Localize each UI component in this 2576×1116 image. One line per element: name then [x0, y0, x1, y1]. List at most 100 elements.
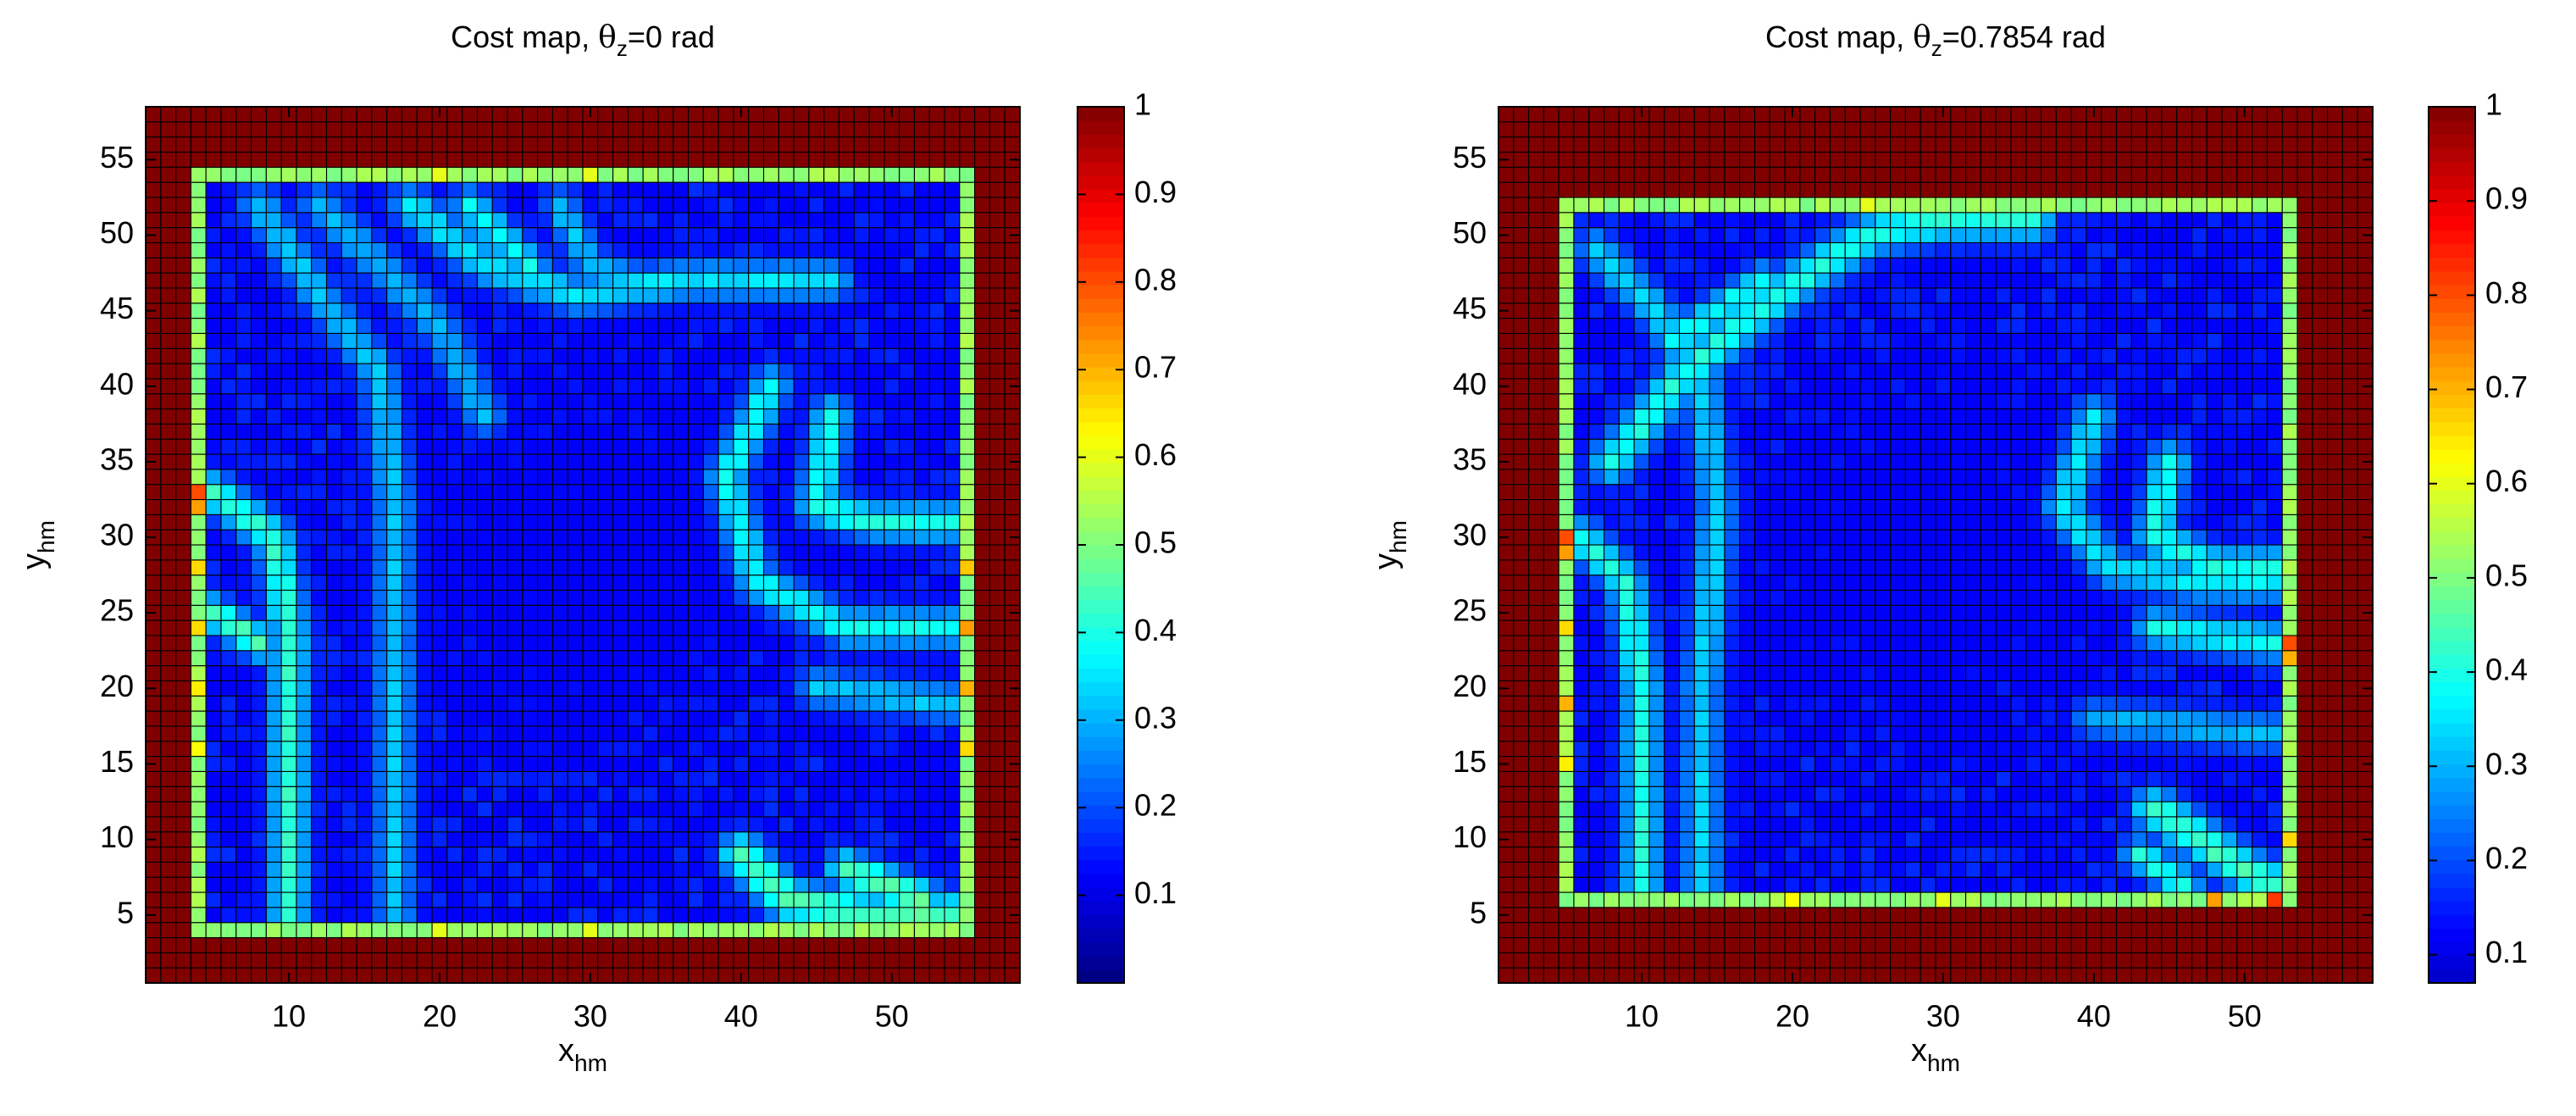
heatmap-cell: [1588, 891, 1605, 908]
heatmap-cell: [235, 665, 252, 681]
heatmap-cell: [551, 619, 568, 636]
heatmap-cell: [356, 257, 373, 274]
heatmap-cell: [748, 438, 765, 455]
heatmap-cell: [1950, 922, 1967, 939]
heatmap-cell: [2161, 665, 2178, 681]
heatmap-cell: [1769, 907, 1786, 924]
heatmap-cell: [687, 635, 704, 652]
heatmap-cell: [733, 136, 750, 153]
heatmap-cell: [2146, 619, 2163, 636]
heatmap-cell: [2327, 665, 2343, 681]
heatmap-cell: [250, 212, 267, 229]
colorbar-step: [1077, 750, 1124, 765]
heatmap-cell: [928, 287, 945, 304]
heatmap-cell: [1829, 816, 1846, 833]
heatmap-cell: [371, 408, 388, 425]
heatmap-cell: [989, 575, 1005, 591]
heatmap-cell: [235, 181, 252, 198]
heatmap-cell: [853, 423, 870, 440]
heatmap-cell: [823, 680, 840, 697]
heatmap-cell: [1618, 741, 1635, 758]
heatmap-cell: [582, 575, 599, 591]
heatmap-cell: [1980, 650, 1997, 667]
heatmap-cell: [1604, 619, 1620, 636]
heatmap-cell: [838, 559, 855, 576]
heatmap-cell: [899, 498, 916, 515]
heatmap-cell: [1995, 967, 2012, 984]
heatmap-cell: [762, 242, 779, 258]
heatmap-cell: [446, 469, 463, 486]
heatmap-cell: [1709, 725, 1726, 742]
heatmap-cell: [235, 770, 252, 787]
heatmap-cell: [717, 846, 734, 863]
heatmap-cell: [612, 725, 629, 742]
heatmap-cell: [657, 257, 674, 274]
heatmap-cell: [190, 212, 207, 229]
heatmap-cell: [551, 770, 568, 787]
heatmap-cell: [160, 287, 177, 304]
heatmap-cell: [250, 756, 267, 772]
heatmap-cell: [1693, 741, 1710, 758]
heatmap-cell: [1648, 831, 1665, 848]
heatmap-cell: [762, 907, 779, 924]
colorbar-step: [1077, 901, 1124, 915]
heatmap-cell: [235, 257, 252, 274]
heatmap-cell: [220, 347, 237, 364]
heatmap-cell: [507, 770, 524, 787]
heatmap-cell: [989, 166, 1005, 183]
heatmap-cell: [597, 876, 614, 893]
heatmap-cell: [235, 936, 252, 953]
heatmap-cell: [793, 287, 810, 304]
heatmap-cell: [280, 287, 297, 304]
heatmap-cell: [567, 303, 584, 319]
heatmap-cell: [175, 106, 191, 123]
heatmap-cell: [1588, 619, 1605, 636]
heatmap-cell: [762, 619, 779, 636]
heatmap-cell: [280, 181, 297, 198]
heatmap-cell: [733, 121, 750, 138]
heatmap-cell: [311, 695, 328, 712]
heatmap-cell: [145, 242, 162, 258]
heatmap-cell: [220, 725, 237, 742]
heatmap-cell: [687, 438, 704, 455]
heatmap-cell: [989, 257, 1005, 274]
heatmap-cell: [280, 770, 297, 787]
heatmap-cell: [265, 831, 282, 848]
heatmap-cell: [2070, 741, 2087, 758]
heatmap-cell: [899, 181, 916, 198]
heatmap-cell: [657, 831, 674, 848]
heatmap-cell: [2327, 650, 2343, 667]
heatmap-cell: [808, 438, 825, 455]
heatmap-cell: [491, 861, 508, 878]
heatmap-cell: [2327, 741, 2343, 758]
heatmap-cell: [884, 438, 900, 455]
heatmap-cell: [2252, 861, 2268, 878]
heatmap-cell: [808, 725, 825, 742]
heatmap-cell: [205, 831, 222, 848]
heatmap-cell: [687, 619, 704, 636]
heatmap-cell: [341, 665, 357, 681]
heatmap-cell: [1829, 846, 1846, 863]
heatmap-cell: [1588, 876, 1605, 893]
heatmap-cell: [702, 514, 719, 530]
heatmap-cell: [853, 514, 870, 530]
heatmap-cell: [462, 272, 478, 289]
heatmap-cell: [296, 544, 313, 561]
heatmap-cell: [1935, 695, 1952, 712]
heatmap-cell: [778, 393, 795, 410]
heatmap-cell: [597, 438, 614, 455]
heatmap-cell: [190, 786, 207, 802]
heatmap-cell: [2176, 741, 2193, 758]
heatmap-cell: [401, 876, 418, 893]
heatmap-cell: [567, 741, 584, 758]
heatmap-cell: [190, 121, 207, 138]
heatmap-cell: [974, 544, 990, 561]
heatmap-cell: [551, 453, 568, 470]
heatmap-cell: [1513, 891, 1530, 908]
heatmap-cell: [1965, 770, 1981, 787]
heatmap-cell: [551, 303, 568, 319]
heatmap-cell: [250, 650, 267, 667]
heatmap-cell: [884, 529, 900, 546]
heatmap-cell: [612, 347, 629, 364]
heatmap-cell: [959, 770, 976, 787]
